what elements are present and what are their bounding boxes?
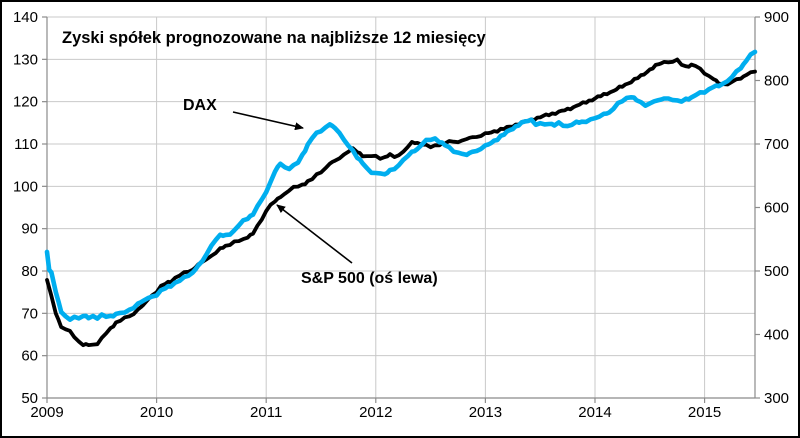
y-axis-left-tick-label: 140	[13, 9, 38, 26]
x-axis-tick-label: 2014	[578, 404, 611, 421]
dax-series-line	[44, 49, 758, 322]
chart-title: Zyski spółek prognozowane na najbliższe …	[62, 29, 486, 47]
x-axis-tick-label: 2011	[250, 404, 282, 421]
y-axis-left-tick-label: 50	[21, 390, 38, 407]
sp500-annotation-arrow	[276, 204, 353, 264]
sp500-series-line	[45, 57, 757, 348]
axis-labels: 140 130 120 110 100 90 80 70 60 50 900 800 700 600 500…	[13, 9, 789, 421]
y-axis-right-tick-label: 300	[764, 390, 789, 407]
y-axis-right-tick-label: 500	[764, 263, 789, 280]
y-axis-left-tick-label: 100	[13, 178, 38, 195]
y-axis-left-tick-label: 110	[14, 136, 38, 153]
dax-annotation-arrow	[232, 111, 304, 131]
y-axis-left-tick-label: 70	[21, 305, 38, 322]
axes	[42, 16, 760, 403]
x-axis-tick-label: 2009	[30, 404, 63, 421]
y-axis-left-tick-label: 120	[13, 94, 38, 111]
annotation-dax-label: DAX	[183, 97, 217, 114]
x-axis-tick-label: 2013	[469, 404, 502, 421]
y-axis-left-tick-label: 130	[13, 51, 38, 68]
annotation-sp500-label: S&P 500 (oś lewa)	[301, 270, 438, 287]
y-axis-right-tick-label: 900	[764, 9, 789, 26]
y-axis-left-tick-label: 60	[21, 348, 38, 365]
x-axis-tick-label: 2010	[140, 404, 173, 421]
y-axis-left-tick-label: 90	[21, 221, 38, 238]
x-axis-tick-label: 2012	[359, 404, 392, 421]
y-axis-right-tick-label: 600	[764, 200, 789, 217]
y-axis-right-tick-label: 700	[764, 136, 789, 153]
y-axis-right-tick-label: 400	[764, 327, 789, 344]
y-axis-left-tick-label: 80	[21, 263, 38, 280]
x-axis-tick-label: 2015	[688, 404, 721, 421]
gridlines	[47, 16, 755, 398]
y-axis-right-tick-label: 800	[764, 73, 789, 90]
